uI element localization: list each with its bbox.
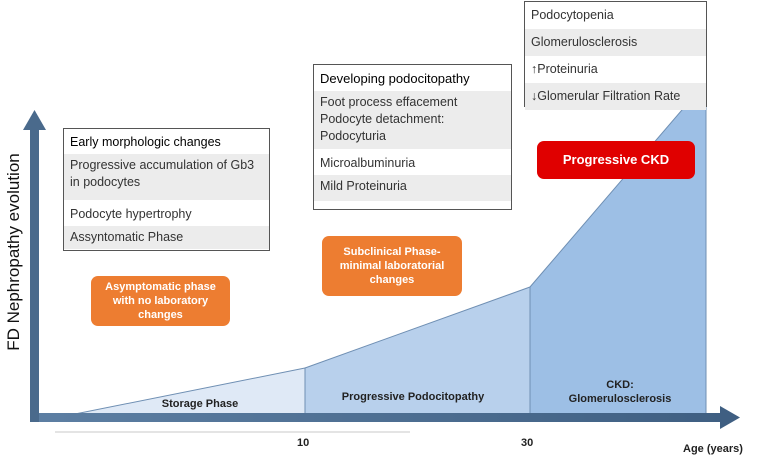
ckd-phase-area (529, 80, 707, 419)
ckd-findings-box: Podocytopenia Glomerulosclerosis ↑Protei… (524, 1, 707, 110)
x-tick-30: 30 (521, 437, 534, 449)
x-axis (30, 413, 722, 422)
developing-row-microalbuminuria: Microalbuminuria (320, 156, 416, 170)
ckd-row-podocytopenia: Podocytopenia (531, 8, 614, 22)
asymptomatic-callout: Asymptomatic phase with no laboratory ch… (91, 276, 230, 326)
developing-header: Developing podocitopathy (320, 71, 470, 86)
early-row-hypertrophy: Podocyte hypertrophy (70, 207, 192, 221)
early-row-assymptomatic: Assyntomatic Phase (64, 225, 269, 249)
ckd-row-gfr: ↓Glomerular Filtration Rate (525, 82, 706, 110)
y-axis (30, 128, 39, 422)
x-axis-arrowhead (720, 406, 740, 429)
ckd-phase-label: CKD: Glomerulosclerosis (555, 378, 685, 407)
x-axis-label: Age (years) (683, 443, 743, 455)
ckd-row-proteinuria: ↑Proteinuria (531, 61, 598, 76)
ckd-label-line1: CKD: (606, 379, 634, 391)
progressive-ckd-callout: Progressive CKD (537, 141, 695, 179)
ckd-label-line2: Glomerulosclerosis (568, 393, 672, 406)
developing-row-foot-process: Foot process effacement Podocyte detachm… (314, 91, 511, 149)
storage-phase-label: Storage Phase (161, 398, 239, 410)
developing-row-mild-proteinuria: Mild Proteinuria (314, 174, 511, 201)
early-changes-header: Early morphologic changes (70, 135, 221, 149)
y-axis-label: FD Nephropathy evolution (4, 153, 23, 351)
x-tick-10: 10 (297, 437, 310, 449)
y-axis-arrowhead (23, 110, 46, 130)
early-changes-box: Early morphologic changes Progressive ac… (63, 128, 270, 251)
ckd-row-glomerulosclerosis: Glomerulosclerosis (525, 28, 706, 56)
subclinical-callout: Subclinical Phase- minimal laboratorial … (322, 236, 462, 296)
developing-podocitopathy-box: Developing podocitopathy Foot process ef… (313, 64, 512, 210)
early-row-gb3: Progressive accumulation of Gb3 in podoc… (64, 154, 269, 200)
progressive-phase-label: Progressive Podocitopathy (341, 391, 485, 403)
